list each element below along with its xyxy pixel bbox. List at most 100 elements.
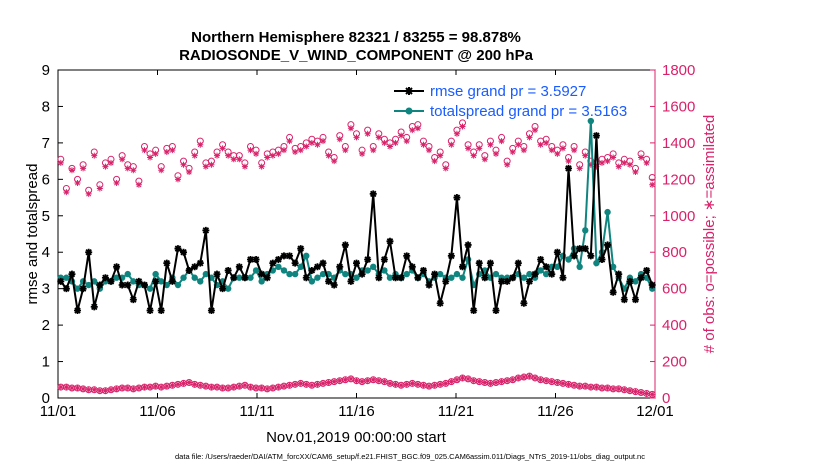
rmse-point [397, 274, 405, 282]
obs-assimilated-point [147, 154, 154, 161]
obs-assimilated-point [202, 163, 209, 170]
totalspread-point [448, 274, 455, 281]
obs-assimilated-point [236, 383, 243, 390]
totalspread-point [526, 270, 533, 278]
obs-assimilated-point [342, 147, 349, 154]
obs-assimilated-point [364, 377, 371, 384]
rmse-point [459, 263, 467, 271]
obs-assimilated-point [498, 378, 505, 385]
y-tick-label: 6 [42, 171, 50, 188]
totalspread-point [565, 256, 572, 263]
rmse-point [380, 256, 388, 264]
rmse-point [246, 256, 254, 264]
obs-assimilated-point [63, 189, 70, 196]
obs-assimilated-point [504, 161, 511, 168]
rmse-point [525, 277, 533, 285]
obs-assimilated-point [253, 384, 260, 391]
totalspread-point [85, 281, 92, 289]
totalspread-point [297, 263, 304, 270]
obs-assimilated-point [85, 386, 92, 393]
obs-assimilated-point [414, 125, 421, 132]
obs-assimilated-point [598, 159, 605, 166]
obs-assimilated-point [292, 149, 299, 155]
obs-assimilated-point [280, 383, 287, 390]
totalspread-point [158, 278, 165, 285]
totalspread-point [604, 208, 611, 216]
rmse-point [140, 281, 148, 289]
x-tick-label: 11/11 [239, 403, 274, 420]
y-tick-label: 8 [42, 98, 50, 115]
totalspread-point [319, 270, 327, 278]
rmse-point [101, 274, 109, 282]
rmse-point [503, 277, 511, 285]
obs-assimilated-point [481, 379, 488, 386]
obs-assimilated-point [459, 374, 466, 381]
obs-assimilated-point [537, 376, 544, 383]
legend: rmse grand pr = 3.5927 totalspread grand… [394, 83, 627, 120]
obs-assimilated-point [448, 141, 455, 148]
rmse-point [553, 248, 561, 256]
rmse-point [419, 266, 427, 274]
obs-assimilated-point [604, 158, 611, 165]
obs-assimilated-point [113, 179, 120, 186]
obs-assimilated-point [68, 167, 75, 174]
obs-assimilated-point [269, 152, 276, 159]
rmse-point [280, 252, 288, 260]
y-right-tick-label: 1800 [662, 62, 695, 79]
rmse-point [113, 263, 121, 271]
obs-assimilated-point [135, 384, 142, 391]
obs-assimilated-point [386, 143, 393, 150]
obs-assimilated-point [308, 382, 315, 389]
totalspread-point [130, 278, 137, 285]
obs-assimilated-point [130, 167, 137, 174]
totalspread-point [459, 274, 466, 281]
rmse-point [241, 274, 249, 282]
obs-assimilated-point [347, 125, 354, 132]
obs-assimilated-point [336, 377, 343, 384]
obs-assimilated-point [632, 388, 639, 395]
obs-assimilated-point [381, 139, 388, 146]
totalspread-point [582, 227, 589, 234]
rmse-point [297, 245, 305, 253]
obs-assimilated-point [353, 377, 360, 384]
obs-assimilated-point [520, 147, 527, 154]
y-tick-label: 9 [42, 62, 50, 79]
rmse-point [90, 303, 98, 311]
rmse-point [464, 241, 472, 249]
totalspread-point [453, 270, 461, 278]
obs-assimilated-point [191, 152, 198, 159]
series-rmse [57, 132, 656, 315]
obs-assimilated-point [202, 383, 209, 390]
totalspread-point [252, 267, 260, 274]
rmse-point [174, 245, 182, 253]
rmse-point [96, 281, 104, 289]
rmse-point [581, 245, 589, 253]
obs-assimilated-point [258, 384, 265, 391]
obs-assimilated-point [91, 386, 98, 393]
obs-assimilated-point [565, 381, 572, 388]
obs-assimilated-point [576, 383, 583, 390]
obs-assimilated-point [643, 159, 650, 166]
rmse-point [152, 277, 160, 285]
y-right-tick-label: 1600 [662, 98, 695, 115]
rmse-point [425, 281, 433, 289]
obs-assimilated-point [476, 378, 483, 385]
totalspread-point [364, 267, 371, 274]
rmse-point [598, 256, 606, 264]
rmse-point [85, 248, 93, 256]
rmse-point [392, 274, 400, 282]
obs-assimilated-point [119, 384, 126, 391]
obs-assimilated-point [158, 167, 165, 174]
obs-assimilated-point [347, 375, 354, 382]
rmse-point [124, 281, 132, 289]
obs-assimilated-point [610, 385, 617, 392]
x-tick-label: 12/01 [636, 403, 674, 420]
rmse-point [336, 263, 344, 271]
rmse-point [252, 256, 260, 264]
obs-assimilated-point [208, 384, 215, 391]
obs-assimilated-point [576, 165, 583, 172]
totalspread-point [559, 252, 567, 260]
legend-rmse-label: rmse grand pr = 3.5927 [430, 83, 586, 100]
obs-assimilated-point [102, 387, 109, 394]
y-right-tick-label: 0 [662, 390, 670, 407]
